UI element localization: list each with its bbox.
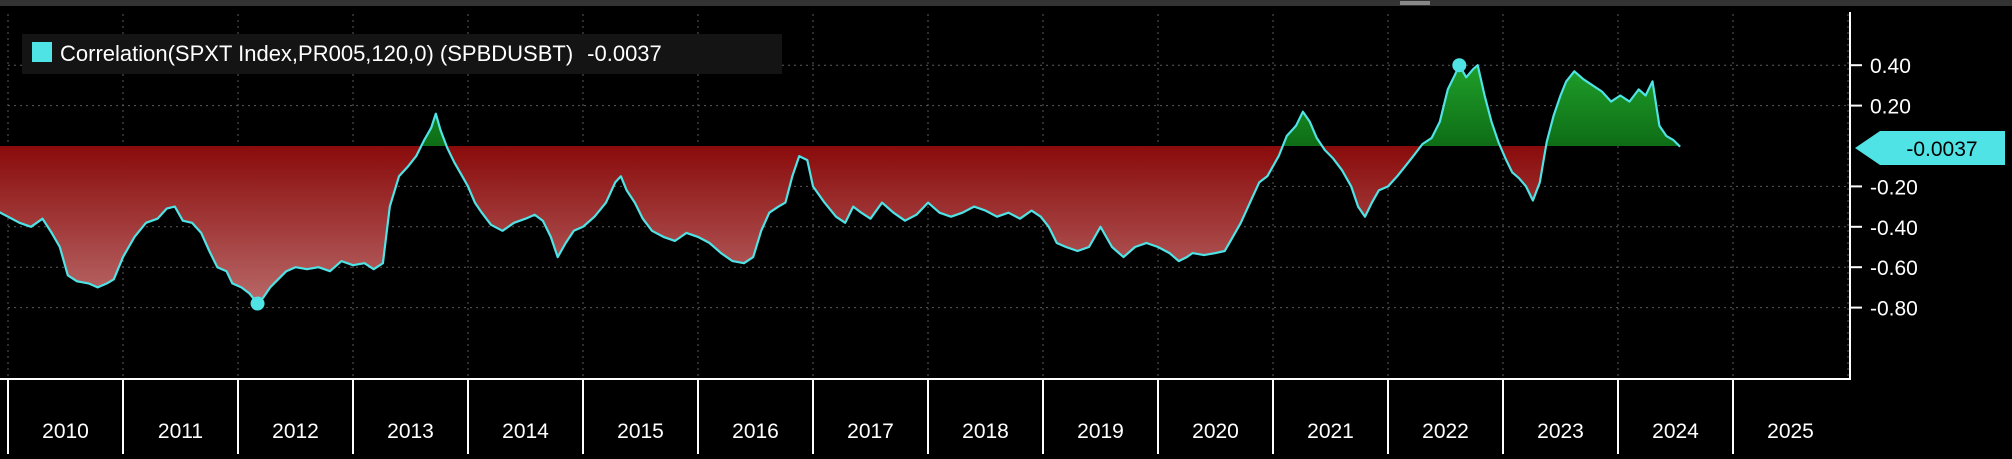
area-fills (0, 65, 1681, 304)
y-tick-label: 0.40 (1870, 55, 1911, 78)
extreme-markers (250, 58, 1467, 311)
x-tick-label: 2020 (1192, 420, 1239, 443)
x-tick-label: 2024 (1652, 420, 1699, 443)
x-tick-label: 2025 (1767, 420, 1814, 443)
legend-swatch (32, 42, 52, 62)
x-tick-label: 2017 (847, 420, 894, 443)
x-tick-label: 2019 (1077, 420, 1124, 443)
extreme-marker (250, 296, 265, 311)
y-tick-label: -0.20 (1870, 176, 1918, 199)
negative-area-fill (0, 146, 1681, 304)
window-drag-handle[interactable] (1400, 1, 1430, 5)
last-value-tag-shape (1855, 131, 2005, 165)
y-tick-label: -0.40 (1870, 217, 1918, 240)
x-tick-label: 2022 (1422, 420, 1469, 443)
x-tick-label: 2021 (1307, 420, 1354, 443)
x-tick-label: 2018 (962, 420, 1009, 443)
axes: 0.40 0.20 -0.20 -0.40 -0.60 -0.80 2010 2011 2012… (0, 12, 1918, 454)
x-tick-label: 2015 (617, 420, 664, 443)
last-value-tag: -0.0037 (1855, 131, 2005, 165)
x-tick-label: 2023 (1537, 420, 1584, 443)
y-tick-label: 0.20 (1870, 96, 1911, 119)
legend-value: -0.0037 (587, 41, 662, 66)
series-line (0, 64, 1681, 305)
legend[interactable]: Correlation(SPXT Index,PR005,120,0) (SPB… (22, 34, 782, 74)
top-border (0, 0, 2012, 6)
y-tick-label: -0.80 (1870, 298, 1918, 321)
x-tick-label: 2012 (272, 420, 319, 443)
x-tick-label: 2010 (42, 420, 89, 443)
x-tick-label: 2011 (158, 420, 203, 443)
series-line-path (0, 64, 1681, 305)
x-tick-label: 2016 (732, 420, 779, 443)
y-tick-label: -0.60 (1870, 257, 1918, 280)
x-tick-label: 2013 (387, 420, 434, 443)
x-tick-label: 2014 (502, 420, 549, 443)
last-value-label: -0.0037 (1906, 138, 1977, 161)
legend-background (22, 34, 782, 74)
extreme-marker (1452, 58, 1467, 73)
legend-label: Correlation(SPXT Index,PR005,120,0) (SPB… (60, 41, 573, 66)
